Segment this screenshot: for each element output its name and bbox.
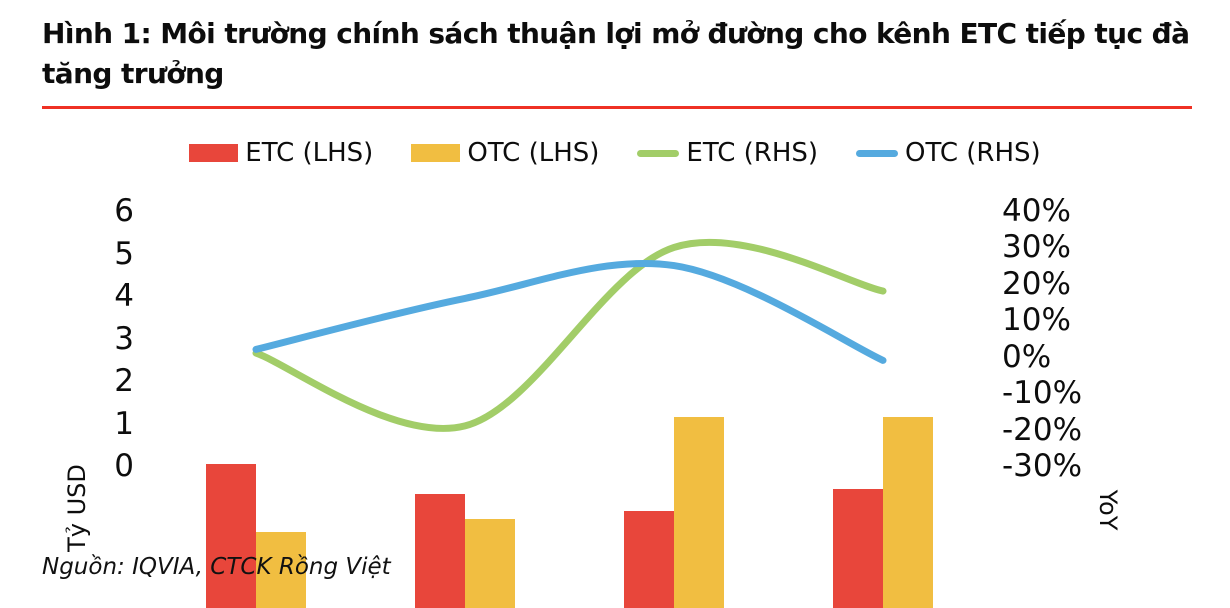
legend-swatch-0 — [189, 144, 239, 162]
combo-chart: 6 5 4 3 2 1 0 40% 30% 20% 10% 0% -10% -20% -30% Tỷ US… — [0, 170, 1230, 608]
right-axis-tick: 30% — [1002, 229, 1071, 266]
right-axis-tick: -30% — [1002, 448, 1083, 484]
bar-etc-2023 — [833, 489, 883, 608]
legend-item-etc-lhs-: ETC (LHS) — [189, 138, 373, 168]
legend-label: OTC (RHS) — [905, 138, 1041, 168]
left-axis-tick: 0 — [114, 448, 134, 484]
line-etc-rhs — [252, 238, 887, 432]
right-axis-tick: 20% — [1002, 265, 1071, 302]
left-axis-tick: 1 — [114, 405, 134, 442]
plot-area — [145, 238, 990, 608]
left-axis-tick: 3 — [114, 320, 134, 357]
right-axis-tick: -20% — [1002, 411, 1083, 448]
right-axis-title: YoY — [1094, 489, 1122, 531]
bar-otc-2020 — [256, 532, 306, 608]
source-note: Nguồn: IQVIA, CTCK Rồng Việt — [42, 554, 391, 580]
right-axis-tick: -10% — [1002, 375, 1083, 412]
bar-otc-2022 — [674, 417, 724, 608]
right-axis-tick: 10% — [1002, 302, 1071, 339]
bar-etc-2021 — [415, 494, 465, 608]
left-axis-tick: 6 — [114, 193, 134, 229]
legend-item-otc-rhs-: OTC (RHS) — [856, 138, 1041, 168]
legend-line-3 — [856, 149, 899, 157]
left-axis-tick: 2 — [114, 363, 134, 399]
legend-line-2 — [637, 149, 680, 157]
legend-item-otc-lhs-: OTC (LHS) — [411, 138, 599, 168]
bar-otc-2023 — [883, 417, 933, 608]
legend-label: ETC (RHS) — [686, 138, 819, 168]
line-otc-rhs — [252, 259, 887, 364]
bar-etc-2022 — [624, 511, 674, 608]
left-axis-tick: 5 — [114, 235, 134, 272]
legend-label: ETC (LHS) — [245, 138, 374, 168]
legend-swatch-1 — [411, 144, 461, 162]
right-axis-tick: 40% — [1002, 193, 1071, 229]
bar-otc-2021 — [465, 519, 515, 608]
right-axis-tick: 0% — [1002, 338, 1052, 375]
title-underline — [42, 106, 1192, 109]
chart-legend: ETC (LHS) OTC (LHS) ETC (RHS) OTC (RHS) — [0, 136, 1230, 170]
line-series-layer — [252, 238, 887, 432]
left-axis-title: Tỷ USD — [63, 464, 91, 552]
legend-item-etc-rhs-: ETC (RHS) — [637, 138, 818, 168]
legend-label: OTC (LHS) — [467, 138, 600, 168]
figure-title: Hình 1: Môi trường chính sách thuận lợi … — [42, 17, 1190, 90]
bar-etc-2020 — [206, 464, 256, 608]
left-axis-tick: 4 — [114, 278, 134, 314]
